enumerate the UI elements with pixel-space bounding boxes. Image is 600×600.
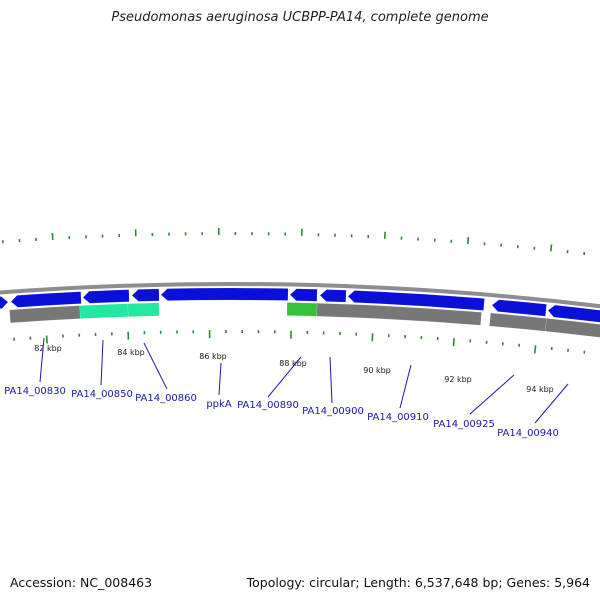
gene-label: PA14_00925 xyxy=(433,419,495,430)
outer-tick xyxy=(467,236,470,245)
leader-line xyxy=(39,337,45,383)
gene-forward xyxy=(547,304,600,323)
kbp-label: 92 kbp xyxy=(444,375,472,384)
kbp-label: 84 kbp xyxy=(117,348,145,357)
kbp-label: 90 kbp xyxy=(363,366,391,375)
gene-label: PA14_00890 xyxy=(237,400,299,411)
inner-ticks xyxy=(13,330,586,354)
gene-forward xyxy=(131,288,160,302)
gene-label: PA14_00850 xyxy=(71,389,133,400)
gene-label: PA14_00830 xyxy=(4,386,66,397)
gene-labels: PA14_00830 PA14_00850 PA14_00860 ppkA PA14_0… xyxy=(4,386,559,439)
accession-text: Accession: NC_008463 xyxy=(10,575,153,590)
label-leaders xyxy=(39,337,569,424)
leader-line xyxy=(399,364,412,409)
kbp-label: 88 kbp xyxy=(279,359,307,368)
gene-label: PA14_00940 xyxy=(497,428,559,439)
gene-reverse xyxy=(127,302,160,317)
genome-summary: Topology: circular; Length: 6,537,648 bp… xyxy=(246,575,590,590)
gene-label: ppkA xyxy=(206,399,231,410)
gene-forward xyxy=(82,289,130,304)
gene-forward xyxy=(10,291,82,308)
gene-reverse xyxy=(489,312,547,332)
gene-track xyxy=(0,287,600,338)
inner-tick xyxy=(452,338,455,347)
gene-reverse xyxy=(286,302,318,317)
gene-reverse xyxy=(545,318,600,338)
leader-line xyxy=(143,342,168,390)
kbp-label: 86 kbp xyxy=(199,352,227,361)
map-title: Pseudomonas aeruginosa UCBPP-PA14, compl… xyxy=(111,10,489,25)
gene-label: PA14_00900 xyxy=(302,406,364,417)
leader-line xyxy=(469,374,515,415)
kbp-scale-labels: 82 kbp 84 kbp 86 kbp 88 kbp 90 kbp 92 kbp 94 k… xyxy=(34,344,554,394)
gene-reverse xyxy=(9,305,81,324)
leader-line xyxy=(534,383,569,424)
gene-forward xyxy=(319,289,347,303)
backbone-ring xyxy=(0,282,600,309)
gene-forward xyxy=(347,290,485,311)
kbp-label: 94 kbp xyxy=(526,385,554,394)
leader-line xyxy=(329,356,333,404)
gene-reverse xyxy=(316,302,482,326)
outer-tick xyxy=(550,244,553,252)
gene-forward xyxy=(289,288,318,302)
leader-line xyxy=(100,339,104,386)
gene-forward xyxy=(160,287,289,301)
backbone-arc xyxy=(0,282,600,309)
gene-label: PA14_00860 xyxy=(135,393,197,404)
gene-forward xyxy=(0,296,9,309)
kbp-label: 82 kbp xyxy=(34,344,62,353)
gene-reverse xyxy=(79,303,129,319)
outer-ticks xyxy=(1,228,586,256)
leader-line xyxy=(267,356,302,398)
inner-tick xyxy=(534,345,537,354)
gene-label: PA14_00910 xyxy=(367,412,429,423)
leader-line xyxy=(218,362,222,396)
gene-forward xyxy=(491,299,547,317)
